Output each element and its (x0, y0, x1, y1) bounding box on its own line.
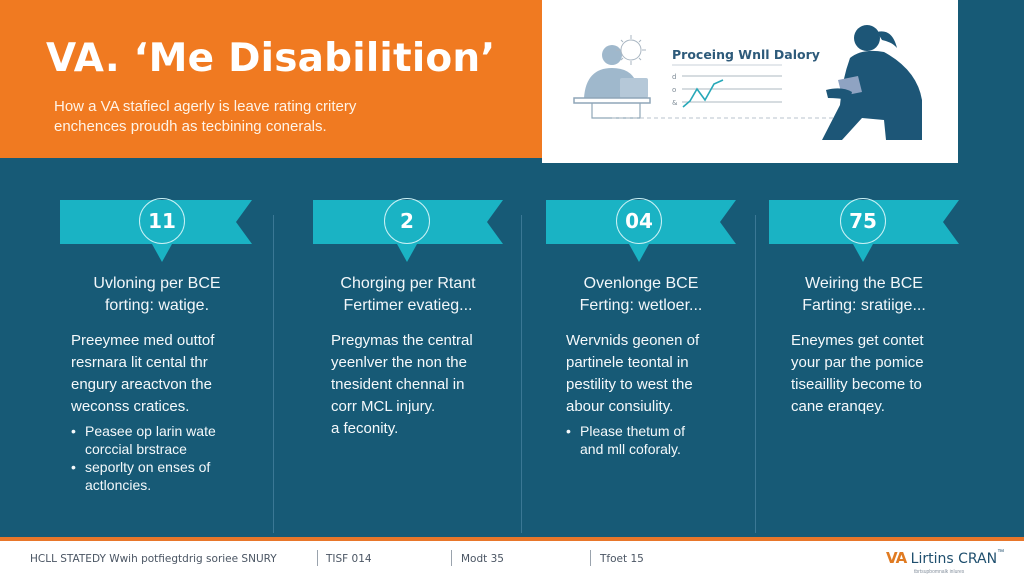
column-divider (273, 215, 274, 533)
card-body-line: pestility to west the (566, 376, 693, 393)
person-at-laptop-icon (573, 45, 651, 119)
footer-accent-stripe (0, 537, 1024, 541)
card-title-line-2: Farting: sratiige... (802, 297, 926, 314)
card-body-line: engury areactvon the (71, 376, 212, 393)
card-body-line: a feconity. (331, 420, 399, 437)
card-body-line: weconss cratices. (71, 398, 190, 415)
brand-logo: VA Lirtins CRAN™ tbrtsupbomnalk inlures (886, 549, 1005, 575)
card-body-line: corr MCL injury. (331, 398, 436, 415)
card-title-line-1: Ovenlonge BCE (583, 275, 699, 292)
card-body-line: tiseaillity become to (791, 376, 922, 393)
card-title: Uvloning per BCE forting: watige. (82, 273, 232, 317)
logo-tagline: tbrtsupbomnalk inlures (914, 569, 965, 575)
bullet-list: Please thetum of and mll coforaly. (566, 422, 699, 458)
bullet-list: Peasee op larin wate corccial brstrace s… (71, 422, 216, 494)
bullet-line: Peasee op larin wate (85, 423, 216, 439)
card-body-line: tnesident chennal in (331, 376, 465, 393)
illustration-art: d o & (573, 25, 922, 140)
number-badge: 2 (384, 198, 430, 244)
footer-separator (590, 550, 591, 566)
trademark-symbol: ™ (997, 549, 1005, 556)
card-body-line: abour consiulity. (566, 398, 674, 415)
number-badge: 04 (616, 198, 662, 244)
card-body: Eneymes get contet your par the pomice t… (791, 330, 924, 418)
card-body-line: yeenlver the non the (331, 354, 467, 371)
logo-mark: VA (886, 549, 907, 567)
bullet-line: seporlty on enses of (85, 459, 211, 475)
card-body-line: Eneymes get contet (791, 332, 924, 349)
hero-illustration: d o & Proceing Wnll Dalory (542, 0, 958, 163)
bullet-item: seporlty on enses of actloncies. (71, 458, 216, 494)
hero-subtitle: How a VA stafiecl agerly is leave rating… (54, 97, 474, 137)
card-body-line: your par the pomice (791, 354, 924, 371)
card-title: Chorging per Rtant Fertimer evatieg... (323, 273, 493, 317)
bullet-line: and mll coforaly. (580, 441, 681, 457)
footer-item-3: Modt 35 (461, 553, 504, 565)
sun-icon (616, 35, 646, 65)
svg-text:o: o (672, 86, 676, 94)
hero-subtitle-line-1: How a VA stafiecl agerly is leave rating… (54, 98, 357, 115)
person-reading-icon (822, 25, 922, 140)
card-title: Ovenlonge BCE Ferting: wetloer... (556, 273, 726, 317)
card-body: Pregymas the central yeenlver the non th… (331, 330, 473, 440)
footer-item-4: Tfoet 15 (600, 553, 644, 565)
bullet-line: Please thetum of (580, 423, 686, 439)
bullet-item: Peasee op larin wate corccial brstrace (71, 422, 216, 458)
card-title-line-2: Fertimer evatieg... (343, 297, 473, 314)
bullet-line: actloncies. (85, 477, 152, 493)
hero-subtitle-line-2: enchences proudh as tecbining conerals. (54, 118, 327, 135)
footer-separator (451, 550, 452, 566)
footer-item-2: TISF 014 (326, 553, 372, 565)
illustration-chart-title: Proceing Wnll Dalory (672, 47, 820, 62)
footer-separator (317, 550, 318, 566)
card-title-line-1: Chorging per Rtant (340, 275, 476, 292)
column-divider (755, 215, 756, 533)
bullet-item: Please thetum of and mll coforaly. (566, 422, 699, 458)
logo-text: Lirtins CRAN (910, 551, 998, 567)
footer-source: HCLL STATEDY Wwih potfiegtdrig soriee SN… (30, 553, 277, 565)
card-body-line: partinele teontal in (566, 354, 689, 371)
svg-text:d: d (672, 73, 676, 81)
card-title-line-1: Uvloning per BCE (93, 275, 221, 292)
card-body: Preeymee med outtof resrnara lit cental … (71, 330, 216, 494)
bullet-line: corccial brstrace (85, 441, 187, 457)
card-title: Weiring the BCE Farting: sratiige... (779, 273, 949, 317)
footer: HCLL STATEDY Wwih potfiegtdrig soriee SN… (0, 541, 1024, 576)
card-body-line: Pregymas the central (331, 332, 473, 349)
number-badge: 75 (840, 198, 886, 244)
line-chart-icon: d o & (612, 64, 842, 119)
card-body-line: resrnara lit cental thr (71, 354, 208, 371)
number-badge: 11 (139, 198, 185, 244)
svg-text:&: & (672, 99, 678, 107)
column-divider (521, 215, 522, 533)
card-title-line-2: forting: watige. (104, 297, 210, 314)
card-title-line-1: Weiring the BCE (805, 275, 923, 292)
card-title-line-2: Ferting: wetloer... (579, 297, 703, 314)
card-body-line: cane eranqey. (791, 398, 885, 415)
card-body-line: Wervnids geonen of (566, 332, 700, 349)
page-title: VA. ‘Me Disabilition’ (46, 36, 496, 81)
card-body-line: Preeymee med outtof (71, 332, 215, 349)
card-body: Wervnids geonen of partinele teontal in … (566, 330, 699, 458)
hero-banner: VA. ‘Me Disabilition’ How a VA stafiecl … (0, 0, 542, 158)
